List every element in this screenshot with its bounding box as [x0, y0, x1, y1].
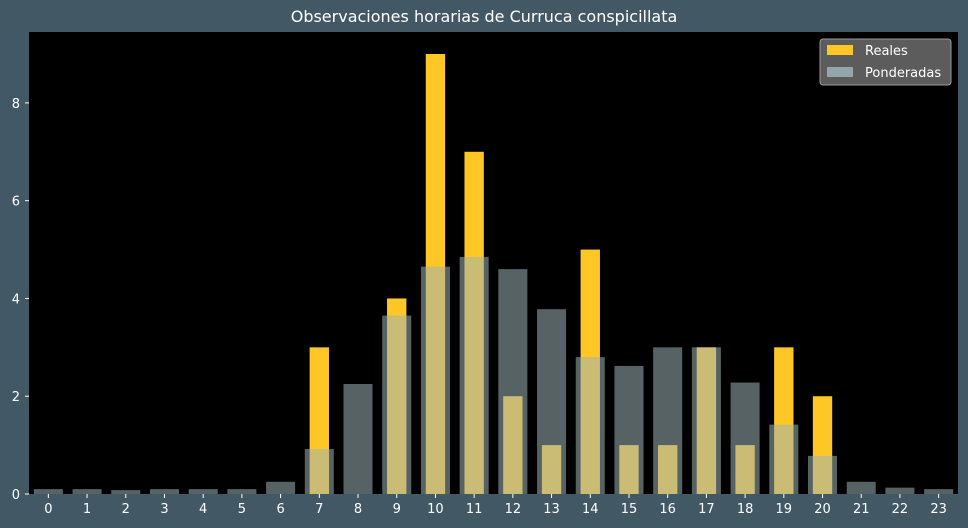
bar-ponderadas-6 [266, 481, 296, 494]
bar-ponderadas-1 [72, 489, 102, 494]
bar-ponderadas-20 [808, 455, 838, 494]
x-tick-label-18: 18 [737, 502, 754, 517]
x-tick-label-23: 23 [930, 502, 947, 517]
x-tick-label-11: 11 [466, 502, 483, 517]
x-tick-label-2: 2 [122, 502, 130, 517]
y-tick-label-0: 0 [12, 488, 20, 503]
bar-ponderadas-3 [149, 489, 179, 494]
bar-ponderadas-11 [459, 256, 489, 494]
legend-label-reales: Reales [865, 44, 908, 59]
y-tick-label-2: 2 [12, 390, 20, 405]
x-tick-label-9: 9 [393, 502, 401, 517]
chart-title: Observaciones horarias de Curruca conspi… [290, 7, 678, 26]
bar-ponderadas-23 [924, 489, 954, 494]
bar-ponderadas-19 [769, 424, 799, 494]
bar-ponderadas-2 [111, 490, 141, 494]
y-tick-label-8: 8 [12, 97, 20, 112]
x-tick-label-15: 15 [621, 502, 638, 517]
bar-ponderadas-14 [575, 357, 605, 494]
x-tick-label-10: 10 [427, 502, 444, 517]
legend-swatch-ponderadas [827, 67, 853, 77]
x-tick-label-13: 13 [543, 502, 560, 517]
legend: Reales Ponderadas [819, 38, 952, 86]
x-tick-label-0: 0 [44, 502, 52, 517]
bar-ponderadas-12 [498, 269, 528, 494]
x-tick-label-3: 3 [160, 502, 168, 517]
x-tick-label-20: 20 [814, 502, 831, 517]
bar-ponderadas-18 [730, 382, 760, 494]
bar-ponderadas-5 [227, 489, 257, 494]
x-tick-label-19: 19 [776, 502, 793, 517]
legend-swatch-reales [827, 45, 853, 55]
x-tick-label-5: 5 [238, 502, 246, 517]
bar-ponderadas-8 [343, 384, 373, 494]
x-tick-label-7: 7 [315, 502, 323, 517]
x-tick-label-6: 6 [276, 502, 284, 517]
legend-label-ponderadas: Ponderadas [865, 66, 941, 81]
bars-layer [33, 54, 954, 494]
x-tick-label-12: 12 [505, 502, 522, 517]
x-tick-label-17: 17 [698, 502, 715, 517]
bar-ponderadas-16 [653, 347, 683, 494]
bar-ponderadas-0 [33, 489, 63, 494]
plot-area [29, 32, 958, 494]
axes-layer: 0 1 2 3 4 5 6 7 8 9 10 11 12 13 14 15 16 17 18 19 20 21 22 2302… [12, 97, 947, 517]
bar-ponderadas-7 [304, 449, 334, 494]
bar-ponderadas-13 [537, 309, 567, 494]
x-tick-label-4: 4 [199, 502, 207, 517]
bar-ponderadas-17 [691, 347, 721, 494]
bar-ponderadas-22 [885, 487, 915, 494]
x-tick-label-21: 21 [853, 502, 870, 517]
bar-ponderadas-10 [420, 266, 450, 494]
x-tick-label-14: 14 [582, 502, 599, 517]
bar-ponderadas-15 [614, 365, 644, 494]
bar-ponderadas-4 [188, 489, 218, 494]
bar-ponderadas-9 [382, 315, 412, 494]
x-tick-label-16: 16 [659, 502, 676, 517]
y-tick-label-4: 4 [12, 292, 20, 307]
y-tick-label-6: 6 [12, 195, 20, 210]
x-tick-label-22: 22 [892, 502, 909, 517]
bar-ponderadas-21 [846, 481, 876, 494]
x-tick-label-1: 1 [83, 502, 91, 517]
x-tick-label-8: 8 [354, 502, 362, 517]
